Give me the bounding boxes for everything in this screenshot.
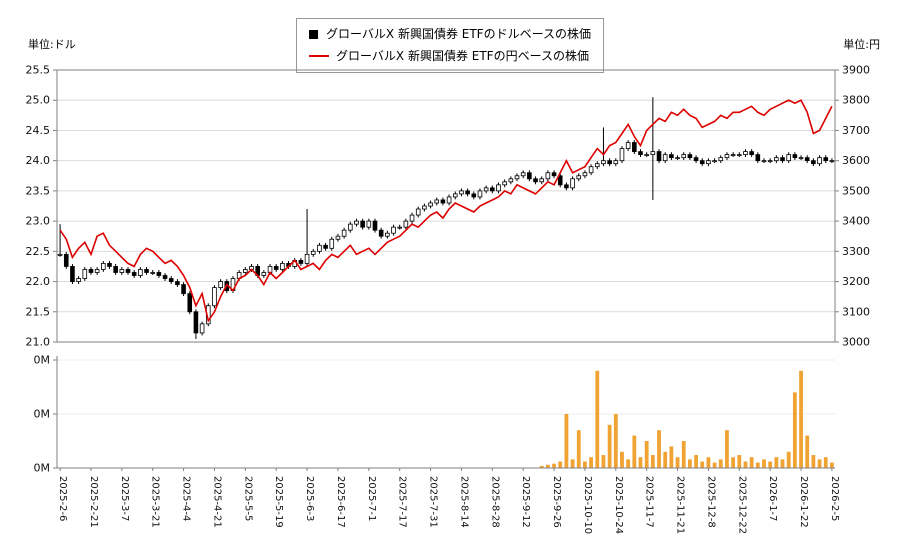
svg-text:3400: 3400 bbox=[842, 215, 870, 228]
date-label: 2025-11-21 bbox=[675, 476, 686, 534]
date-label: 2025-7-31 bbox=[428, 476, 439, 528]
jpy-line-series bbox=[59, 99, 833, 323]
svg-text:22.5: 22.5 bbox=[26, 245, 51, 258]
svg-text:23.5: 23.5 bbox=[26, 184, 51, 197]
grid-lines bbox=[57, 69, 835, 343]
left-axis-unit-label: 単位:ドル bbox=[28, 38, 76, 51]
date-label: 2025-8-14 bbox=[458, 476, 469, 528]
right-axis-unit-label: 単位:円 bbox=[843, 38, 880, 51]
date-label: 2025-8-28 bbox=[489, 476, 500, 528]
date-label: 2025-7-17 bbox=[397, 476, 408, 528]
date-label: 2025-10-10 bbox=[582, 476, 593, 534]
svg-text:0M: 0M bbox=[34, 462, 51, 473]
date-label: 2025-4-21 bbox=[211, 476, 222, 528]
date-label: 2025-2-21 bbox=[88, 476, 99, 528]
volume-chart-canvas: 0M 0M 0M bbox=[34, 354, 835, 473]
date-tick-marks bbox=[59, 468, 833, 471]
date-label: 2025-3-21 bbox=[150, 476, 161, 528]
svg-text:24.5: 24.5 bbox=[26, 124, 51, 137]
date-label: 2026-1-7 bbox=[767, 476, 778, 521]
svg-text:23.0: 23.0 bbox=[26, 215, 51, 228]
svg-text:0M: 0M bbox=[34, 354, 51, 367]
date-label: 2025-9-26 bbox=[551, 476, 562, 528]
svg-text:3000: 3000 bbox=[842, 336, 870, 349]
volume-bars bbox=[539, 370, 834, 468]
svg-text:21.5: 21.5 bbox=[26, 305, 51, 318]
svg-text:25.5: 25.5 bbox=[26, 64, 51, 77]
date-label: 2025-5-19 bbox=[273, 476, 284, 528]
svg-text:21.0: 21.0 bbox=[26, 336, 51, 349]
svg-text:22.0: 22.0 bbox=[26, 275, 51, 288]
svg-text:3900: 3900 bbox=[842, 64, 870, 77]
svg-text:0M: 0M bbox=[34, 408, 51, 421]
date-label: 2025-3-7 bbox=[119, 476, 130, 521]
date-label: 2025-6-17 bbox=[335, 476, 346, 528]
left-axis-tick-labels: 25.5 25.0 24.5 24.0 23.5 23.0 22.5 22.0 21.5 21.0 bbox=[26, 64, 57, 349]
date-label: 2025-9-12 bbox=[520, 476, 531, 528]
right-axis-tick-labels: 3900 3800 3700 3600 3500 3400 3300 3200 3100 3000 bbox=[835, 64, 870, 349]
red-line-marker-icon bbox=[309, 55, 330, 58]
legend: グローバルX 新興国債券 ETFのドルベースの株価 グローバルX 新興国債券 E… bbox=[296, 18, 604, 74]
date-label: 2025-6-3 bbox=[304, 476, 315, 521]
svg-text:3800: 3800 bbox=[842, 94, 870, 107]
date-label: 2025-12-8 bbox=[705, 476, 716, 528]
price-chart-canvas: 25.5 25.0 24.5 24.0 23.5 23.0 22.5 22.0 21.5 21.0… bbox=[26, 64, 871, 349]
volume-axis-tick-labels: 0M 0M 0M bbox=[34, 354, 57, 473]
svg-text:3200: 3200 bbox=[842, 275, 870, 288]
usd-candlestick-series bbox=[57, 97, 835, 339]
date-labels: 2025-2-6 2025-2-21 2025-3-7 2025-3-21 2025-4… bbox=[57, 476, 840, 534]
svg-text:3700: 3700 bbox=[842, 124, 870, 137]
date-label: 2025-7-1 bbox=[366, 476, 377, 521]
volume-grid-lines bbox=[57, 359, 835, 415]
svg-text:3300: 3300 bbox=[842, 245, 870, 258]
svg-text:3500: 3500 bbox=[842, 184, 870, 197]
svg-text:24.0: 24.0 bbox=[26, 154, 51, 167]
plot-border bbox=[56, 69, 836, 343]
date-label: 2025-12-22 bbox=[736, 476, 747, 534]
svg-text:3600: 3600 bbox=[842, 154, 870, 167]
date-label: 2026-1-22 bbox=[798, 476, 809, 528]
date-label: 2025-10-24 bbox=[613, 476, 624, 534]
black-square-marker-icon bbox=[309, 30, 319, 40]
date-label: 2026-2-5 bbox=[829, 476, 840, 521]
date-label: 2025-11-7 bbox=[644, 476, 655, 528]
legend-item-usd: グローバルX 新興国債券 ETFのドルベースの株価 bbox=[309, 24, 591, 46]
date-label: 2025-4-4 bbox=[181, 476, 192, 521]
legend-label-usd: グローバルX 新興国債券 ETFのドルベースの株価 bbox=[326, 27, 591, 41]
legend-label-jpy: グローバルX 新興国債券 ETFの円ベースの株価 bbox=[336, 48, 589, 63]
date-label: 2025-2-6 bbox=[57, 476, 68, 521]
legend-item-jpy: グローバルX 新興国債券 ETFの円ベースの株価 bbox=[309, 46, 591, 68]
svg-text:25.0: 25.0 bbox=[26, 94, 51, 107]
x-axis-date-labels: 2025-2-6 2025-2-21 2025-3-7 2025-3-21 2025-4… bbox=[57, 476, 840, 534]
date-label: 2025-5-5 bbox=[242, 476, 253, 521]
svg-text:3100: 3100 bbox=[842, 305, 870, 318]
